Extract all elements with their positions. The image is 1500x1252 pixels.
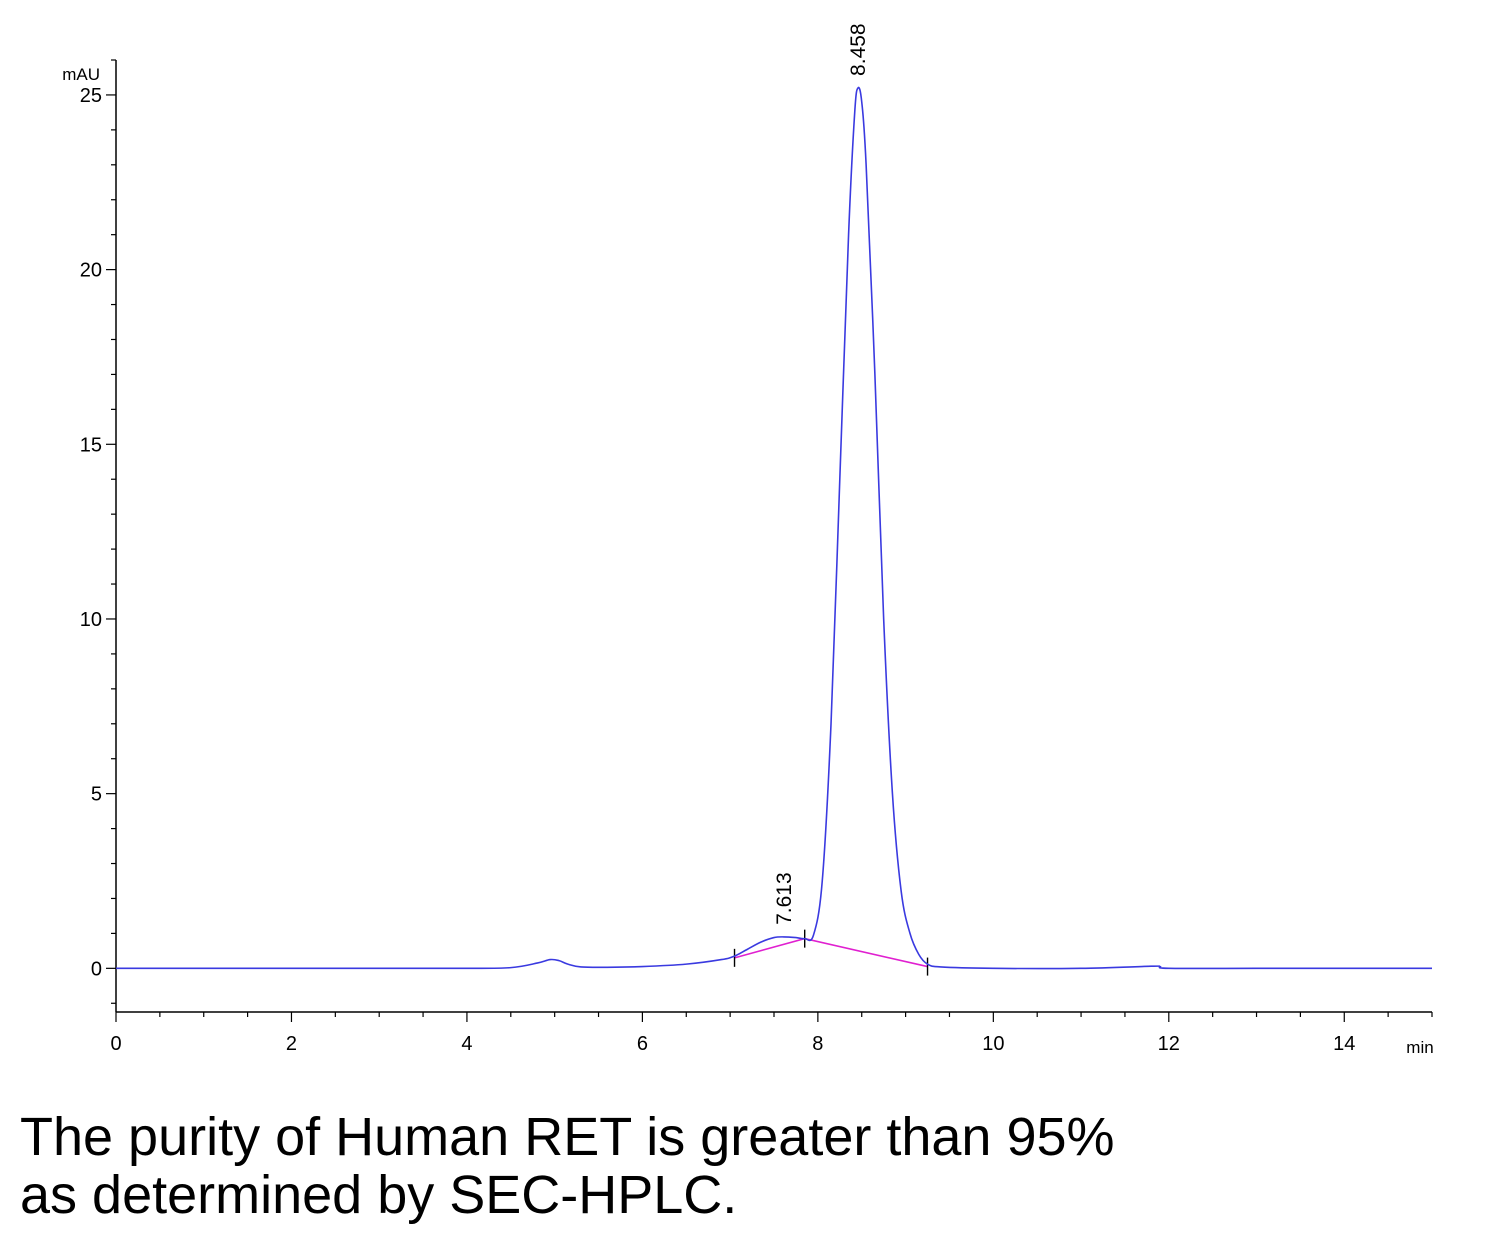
caption-line-1: The purity of Human RET is greater than …: [20, 1107, 1115, 1167]
x-tick-label: 14: [1333, 1033, 1355, 1055]
plot-area: [116, 86, 1432, 976]
peak-label: 7.613: [773, 872, 796, 925]
y-tick-label: 20: [80, 260, 102, 282]
axis-ticks: 0 5 10 15 20 25 0 2 4 6 8 10 12 14: [80, 59, 1433, 1055]
x-tick-label: 2: [286, 1033, 297, 1055]
x-tick-label: 4: [461, 1033, 472, 1055]
peak-labels: 7.613 8.458: [773, 23, 870, 925]
x-tick-label: 0: [110, 1033, 121, 1055]
x-tick-label: 12: [1158, 1033, 1180, 1055]
y-tick-label: 10: [80, 609, 102, 631]
y-tick-label: 0: [91, 958, 102, 980]
caption-line-2: as determined by SEC-HPLC.: [20, 1165, 738, 1225]
axes: mAU min: [62, 60, 1434, 1057]
integration-baseline: [734, 937, 928, 968]
x-tick-label: 8: [812, 1033, 823, 1055]
x-tick-label: 6: [637, 1033, 648, 1055]
purity-caption: The purity of Human RET is greater than …: [20, 1108, 1480, 1224]
y-tick-label: 25: [80, 85, 102, 107]
y-tick-label: 5: [91, 784, 102, 806]
chromatogram-chart: mAU min 0 5 10 15 20 25 0 2 4 6 8 10 12 14 7.613 8.458: [62, 23, 1434, 1057]
peak-label: 8.458: [847, 23, 870, 76]
x-unit-label: min: [1406, 1038, 1433, 1057]
y-tick-label: 15: [80, 434, 102, 456]
signal-trace: [116, 86, 1432, 970]
y-unit-label: mAU: [62, 65, 100, 84]
x-tick-label: 10: [982, 1033, 1004, 1055]
